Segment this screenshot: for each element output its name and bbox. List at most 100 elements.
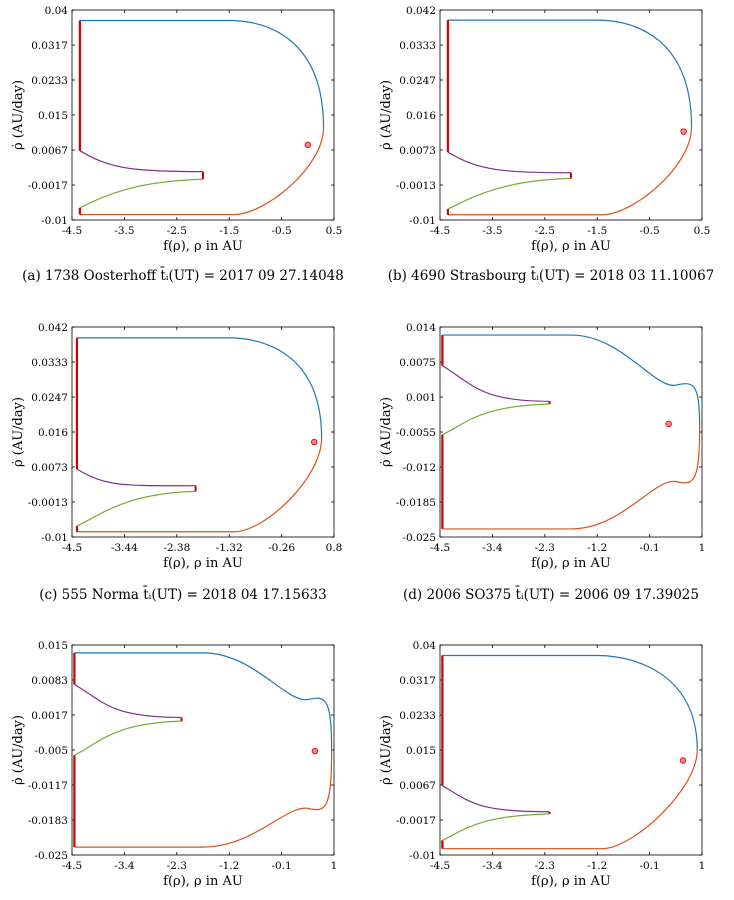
x-tick-label: -0.5: [271, 225, 291, 237]
y-tick-label: -0.025: [34, 850, 68, 862]
series-line-purple: [79, 150, 204, 173]
series-line-orange: [74, 749, 333, 848]
y-tick-label: 0.016: [406, 110, 436, 122]
x-tick-label: -4.5: [430, 225, 450, 237]
series-line-orange: [76, 438, 323, 533]
series-line-green: [74, 720, 182, 756]
y-tick-label: -0.0055: [396, 427, 436, 439]
chart-panel-2: -4.5 -3.44 -2.38 -1.32 -0.26 0.8 -0.01 -0.0013 0…: [0, 317, 366, 571]
x-axis-label: f(ρ), ρ in AU: [531, 874, 611, 887]
y-tick-label: 0.001: [406, 392, 436, 404]
x-tick-label: -2.3: [535, 860, 555, 872]
series-line-purple: [442, 785, 550, 813]
y-tick-label: 0.0333: [31, 357, 68, 369]
x-tick-label: 1: [699, 860, 706, 872]
observed-point: [679, 757, 687, 764]
y-axis-label: ρ̇ (AU/day): [11, 715, 26, 785]
y-tick-label: 0.0067: [399, 780, 436, 792]
chart-svg: -4.5 -3.4 -2.3 -1.2 -0.1 1 -0.025 -0.0185 -0.012…: [379, 322, 705, 571]
series-line-orange: [79, 127, 325, 216]
y-tick-label: -0.01: [409, 215, 436, 227]
axes-box: [71, 9, 335, 221]
y-tick-label: -0.0013: [396, 180, 436, 192]
observed-point: [311, 747, 319, 755]
x-tick-label: -2.38: [163, 542, 190, 554]
y-axis-label: ρ̇ (AU/day): [11, 397, 26, 467]
x-tick-label: -2.3: [535, 542, 555, 554]
y-tick-label: 0.0247: [31, 392, 68, 404]
y-tick-label: 0.015: [406, 745, 436, 757]
y-tick-label: 0.0073: [31, 462, 68, 474]
x-tick-label: -1.5: [587, 225, 607, 237]
y-tick-label: -0.012: [402, 462, 436, 474]
series-line-blue: [442, 654, 698, 751]
series-line-blue: [442, 334, 701, 427]
series-line-purple: [442, 365, 550, 402]
y-axis-label: ρ̇ (AU/day): [11, 80, 26, 150]
x-tick-label: -3.5: [482, 225, 502, 237]
y-tick-label: 0.0075: [399, 357, 436, 369]
x-tick-label: -2.3: [167, 860, 187, 872]
chart-panel-0: -4.5 -3.5 -2.5 -1.5 -0.5 0.5 -0.01 -0.0017 0.006…: [0, 0, 366, 254]
y-axis-label: ρ̇ (AU/day): [379, 80, 394, 150]
x-tick-label: -1.2: [587, 860, 607, 872]
series-line-orange: [447, 127, 693, 216]
x-tick-label: 0.8: [326, 542, 343, 554]
x-tick-label: -0.5: [639, 225, 659, 237]
y-tick-label: 0.0317: [31, 40, 68, 52]
series-line-purple: [74, 683, 182, 719]
x-tick-label: 1: [331, 860, 338, 872]
observed-point: [304, 141, 311, 149]
y-tick-label: 0.016: [38, 427, 68, 439]
x-tick-label: -1.2: [219, 860, 239, 872]
series-line-blue: [79, 19, 325, 128]
chart-panel-1: -4.5 -3.5 -2.5 -1.5 -0.5 0.5 -0.01 -0.0013 0.007…: [368, 0, 734, 254]
y-tick-label: -0.0017: [396, 815, 436, 827]
y-tick-label: 0.0247: [399, 75, 436, 87]
y-tick-label: -0.0017: [28, 180, 68, 192]
y-tick-label: 0.0067: [31, 145, 68, 157]
y-tick-label: -0.0013: [28, 497, 68, 509]
y-tick-label: 0.015: [38, 640, 68, 652]
x-axis-label: f(ρ), ρ in AU: [531, 556, 611, 569]
x-axis-label: f(ρ), ρ in AU: [163, 874, 243, 887]
chart-panel-3: -4.5 -3.4 -2.3 -1.2 -0.1 1 -0.025 -0.0185 -0.012…: [368, 317, 734, 571]
y-tick-label: 0.0073: [399, 145, 436, 157]
y-tick-label: -0.0185: [396, 497, 436, 509]
series-line-green: [447, 177, 572, 210]
panel-caption: (a) 1738 Oosterhoff t̄ᵢ(UT) = 2017 09 27…: [22, 268, 344, 284]
series-line-purple: [76, 468, 196, 487]
axes-box: [439, 9, 703, 221]
x-tick-label: -3.4: [114, 860, 135, 872]
y-tick-label: -0.01: [41, 532, 68, 544]
y-tick-label: 0.0333: [399, 40, 436, 52]
chart-svg: -4.5 -3.4 -2.3 -1.2 -0.1 1 -0.01 -0.0017 0.0067 0…: [379, 640, 706, 889]
x-tick-label: -1.32: [216, 542, 243, 554]
y-axis-label: ρ̇ (AU/day): [379, 715, 394, 785]
panel-caption: (d) 2006 SO375 t̄ᵢ(UT) = 2006 09 17.3902…: [403, 587, 699, 603]
y-tick-label: 0.042: [406, 5, 436, 17]
x-axis-label: f(ρ), ρ in AU: [163, 239, 243, 252]
x-tick-label: -0.1: [639, 860, 659, 872]
y-tick-label: 0.0233: [399, 710, 436, 722]
series-line-blue: [76, 337, 323, 439]
x-tick-label: -2.5: [167, 225, 187, 237]
series-line-green: [76, 490, 196, 527]
x-tick-label: -4.5: [430, 542, 450, 554]
x-tick-label: -0.26: [268, 542, 295, 554]
series-line-green: [79, 178, 204, 209]
x-tick-label: -1.2: [587, 542, 607, 554]
y-tick-label: 0.0083: [31, 675, 68, 687]
y-tick-label: 0.042: [38, 322, 68, 334]
axes-box: [439, 326, 703, 538]
x-tick-label: -2.5: [535, 225, 555, 237]
chart-svg: -4.5 -3.4 -2.3 -1.2 -0.1 1 -0.025 -0.0183 -0.011…: [11, 640, 338, 889]
panel-caption: (c) 555 Norma t̄ᵢ(UT) = 2018 04 17.15633: [39, 587, 327, 603]
y-tick-label: 0.0317: [399, 675, 436, 687]
x-tick-label: -0.1: [271, 860, 291, 872]
y-tick-label: 0.04: [413, 640, 437, 652]
y-axis-label: ρ̇ (AU/day): [379, 397, 394, 467]
series-line-purple: [447, 151, 572, 174]
chart-svg: -4.5 -3.5 -2.5 -1.5 -0.5 0.5 -0.01 -0.0013 0.007…: [379, 5, 710, 254]
series-line-blue: [74, 652, 333, 751]
